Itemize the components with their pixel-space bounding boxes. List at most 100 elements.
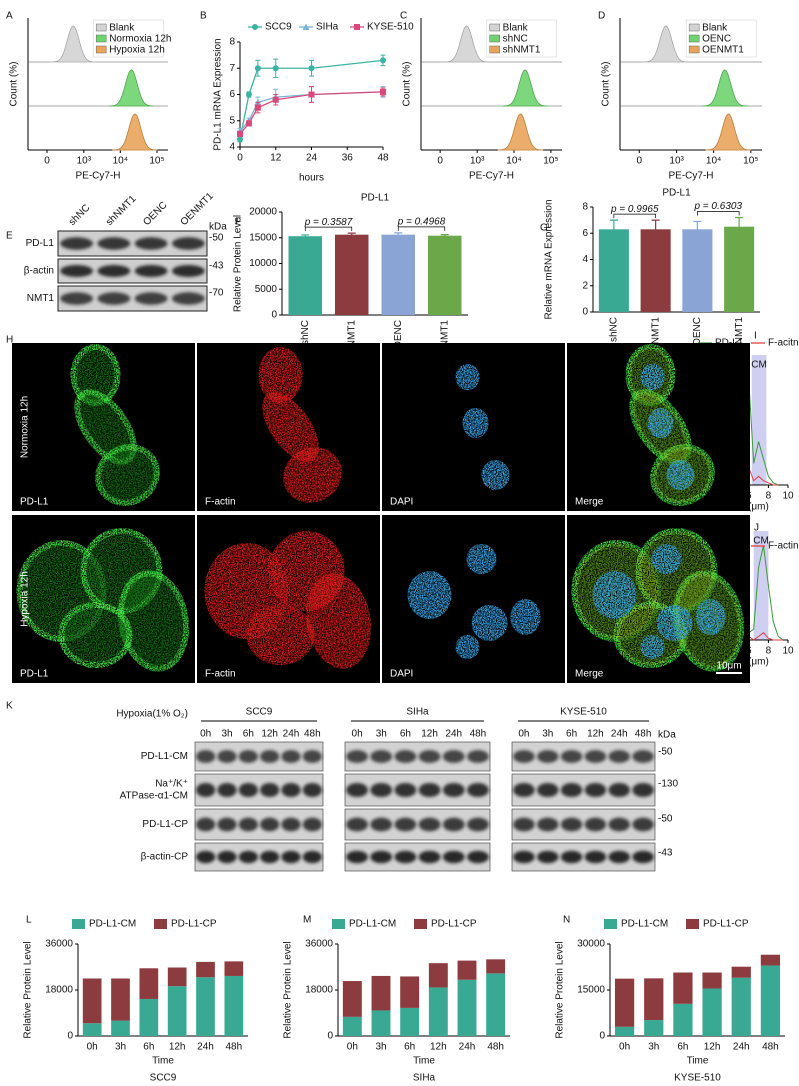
x-tick-label: 24: [306, 153, 318, 164]
y-tick-label: 6: [582, 228, 588, 239]
error-bar: [693, 220, 702, 238]
p-value: p = 0.4968: [397, 216, 446, 227]
row-label: PD-L1: [26, 238, 55, 249]
x-tick-label: 10⁵: [149, 156, 164, 167]
histogram: [497, 113, 544, 151]
blot-band: [584, 782, 607, 798]
bar-segment: [400, 976, 420, 1008]
x-tick-label: 10⁵: [543, 156, 558, 167]
blot-unit: kDa: [209, 222, 227, 233]
legend-swatch: [489, 23, 500, 32]
legend-swatch: [95, 45, 107, 54]
blot-band: [281, 817, 301, 832]
x-tick-label: 10⁴: [506, 156, 521, 167]
bar-segment: [82, 1023, 102, 1036]
x-tick-label: 6h: [143, 1042, 154, 1053]
membrane-region: [753, 531, 769, 640]
y-tick-label: 4: [229, 142, 235, 153]
y-tick-label: 4: [582, 254, 588, 265]
blot-band: [346, 850, 368, 864]
legend-label: SIHa: [316, 22, 339, 33]
membrane-region: [751, 355, 767, 485]
cell-line-label: SCC9: [246, 707, 273, 718]
panel-label: J: [754, 523, 759, 534]
bar-segment: [457, 960, 477, 980]
x-tick-label: 24h: [733, 1042, 750, 1053]
legend-swatch: [604, 919, 617, 929]
histogram: [50, 25, 96, 63]
condition-label: Normoxia 12h: [20, 396, 31, 458]
bar-segment: [400, 1007, 420, 1036]
chart-title: PD-L1: [662, 188, 691, 199]
x-tick-label: 48: [377, 153, 389, 164]
cell-signal: [592, 571, 637, 619]
bar-segment: [224, 961, 244, 976]
time-label: 12h: [587, 729, 604, 740]
bar: [335, 234, 369, 315]
cell-signal: [471, 605, 508, 641]
channel-label: F-actin: [205, 669, 236, 680]
cell-signal: [640, 364, 665, 390]
bar: [724, 226, 755, 312]
blot-band: [632, 817, 654, 832]
blot-band: [346, 817, 368, 832]
x-tick-label: 36: [342, 153, 354, 164]
blot-band: [370, 782, 393, 798]
x-axis-label: PE-Cy7-H: [668, 171, 713, 182]
x-tick-label: 0h: [347, 1042, 358, 1053]
bar: [428, 235, 462, 315]
legend-swatch: [72, 919, 85, 929]
chart-subtitle: SCC9: [150, 1073, 177, 1084]
blot-band: [238, 850, 258, 864]
blot-strip: [511, 741, 656, 772]
legend-label: PD-L1-CM: [349, 919, 396, 930]
error-bar: [301, 234, 310, 238]
significance-bracket: [304, 226, 353, 232]
bar-segment: [111, 1020, 130, 1036]
panel-label: G: [540, 223, 548, 234]
histogram-outline: [112, 113, 158, 151]
blot-band: [97, 237, 131, 250]
blot-band: [238, 817, 258, 832]
cell-signal: [262, 392, 319, 462]
bar-segment: [673, 1003, 693, 1036]
error-bar: [347, 232, 356, 237]
scale-bar-label: 10μm: [716, 661, 741, 672]
legend-label: Blank: [503, 23, 529, 34]
time-label: 0h: [200, 729, 211, 740]
cell-signal: [407, 571, 452, 619]
histogram: [112, 113, 158, 151]
x-tick-label: 48h: [225, 1042, 242, 1053]
cell-signal: [695, 599, 726, 635]
bar-segment: [371, 975, 391, 1011]
panel-label: L: [26, 915, 32, 926]
blot-band: [513, 817, 535, 832]
y-tick-label: 30000: [577, 939, 605, 950]
histogram: [705, 113, 752, 151]
bar: [682, 229, 713, 312]
histogram: [643, 25, 689, 63]
blot-band: [584, 817, 607, 832]
blot-band: [196, 782, 216, 798]
x-tick-label: 0: [44, 156, 50, 167]
bar-segment: [614, 978, 635, 1027]
legend-label: PD-L1-CP: [171, 919, 217, 930]
legend-label: Blank: [702, 23, 728, 34]
bar: [381, 234, 415, 315]
chart-subtitle: KYSE-510: [674, 1073, 721, 1084]
y-axis-label: PD-L1 mRNA Expression: [213, 38, 224, 150]
blot-band: [442, 750, 465, 763]
panel-label: N: [563, 915, 570, 926]
blot-band: [537, 782, 559, 798]
blot-strip: [344, 773, 491, 807]
histogram-outline: [498, 113, 543, 151]
cell-signal: [640, 635, 665, 659]
blot-strip: [344, 808, 491, 841]
blot-strip: [511, 842, 656, 872]
x-tick-label: 12h: [169, 1042, 186, 1053]
time-label: 24h: [445, 729, 462, 740]
blot-band: [442, 817, 465, 832]
panel-label: I: [754, 331, 757, 342]
x-tick-label: OENMT1: [439, 320, 450, 362]
p-value: p = 0.3587: [304, 217, 353, 228]
